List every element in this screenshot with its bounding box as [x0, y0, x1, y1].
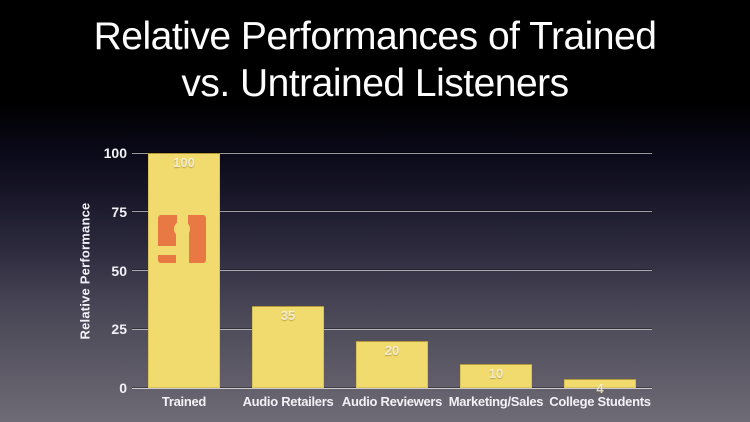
- bar-audio-retailers: 35: [252, 306, 324, 388]
- category-label-audio-reviewers: Audio Reviewers: [341, 394, 443, 409]
- category-label-marketing-sales: Marketing/Sales: [448, 394, 544, 409]
- category-label-audio-retailers: Audio Retailers: [242, 394, 334, 409]
- gridline-25: [132, 328, 652, 330]
- category-label-college-students: College Students: [549, 394, 651, 409]
- gridline-0: [132, 387, 652, 389]
- bar-trained: 100: [148, 153, 220, 388]
- bar-value-label-audio-retailers: 35: [280, 308, 296, 323]
- y-tick-label-25: 25: [111, 321, 127, 338]
- bar-marketing-sales: 10: [460, 364, 532, 388]
- y-tick-label-75: 75: [111, 203, 127, 220]
- slide-title-line-1: Relative Performances of Trained: [93, 15, 657, 58]
- y-tick-label-50: 50: [111, 262, 127, 279]
- gridline-75: [132, 211, 652, 213]
- gridline-50: [132, 270, 652, 271]
- y-tick-label-100: 100: [103, 145, 127, 161]
- bar-value-label-marketing-sales: 10: [488, 366, 504, 381]
- slide-title: Relative Performances of Trained vs. Unt…: [0, 13, 750, 107]
- harman-h-logo-icon: [158, 215, 206, 263]
- slide-title-line-2: vs. Untrained Listeners: [181, 62, 569, 105]
- category-label-trained: Trained: [161, 394, 207, 409]
- bar-value-label-trained: 100: [173, 155, 195, 170]
- gridline-100: [132, 152, 652, 154]
- logo-cutout-2: [176, 229, 189, 263]
- y-tick-label-0: 0: [119, 380, 127, 396]
- bar-audio-reviewers: 20: [356, 341, 428, 388]
- bar-college-students: 4: [564, 379, 636, 396]
- bar-value-label-audio-reviewers: 20: [384, 343, 400, 358]
- logo-cutout-3: [158, 246, 176, 255]
